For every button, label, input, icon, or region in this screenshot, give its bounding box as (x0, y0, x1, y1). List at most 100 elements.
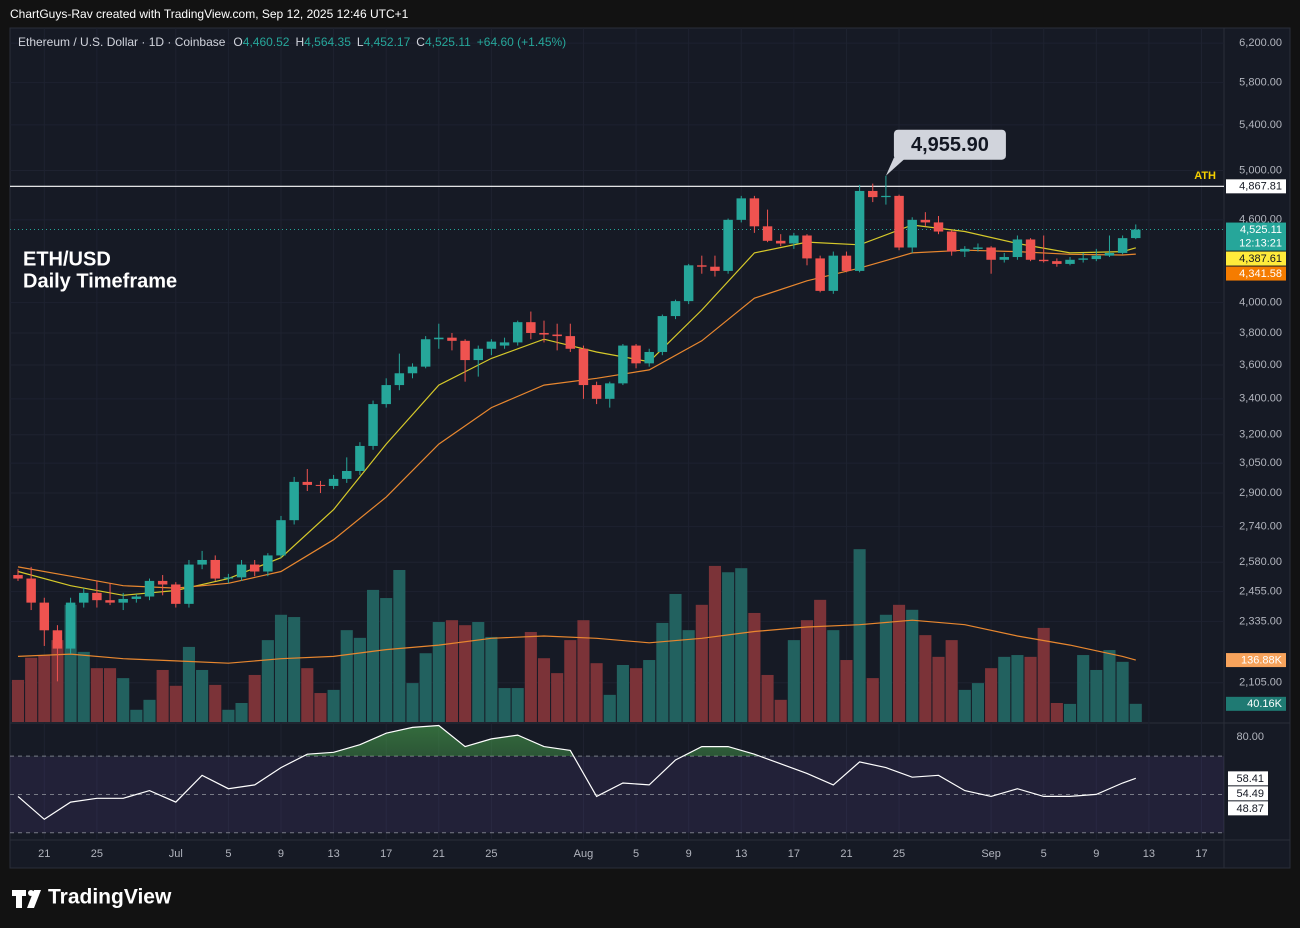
ath-label: ATH (1194, 170, 1216, 182)
volume-bar (498, 688, 511, 722)
candle-body (39, 602, 50, 631)
volume-bar (38, 655, 51, 722)
volume-bar (735, 568, 748, 722)
volume-bar (1090, 669, 1103, 722)
volume-bar (669, 593, 682, 722)
candle-body (710, 266, 720, 271)
candle-body (591, 385, 602, 399)
chart-subtitle: Daily Timeframe (23, 270, 177, 292)
y-tick-label: 5,000.00 (1239, 164, 1282, 176)
candle-body (236, 564, 247, 578)
candle-body (302, 481, 313, 485)
volume-bar (340, 630, 353, 722)
annotation-label: 4,955.90 (911, 134, 989, 156)
y-tick-label: 3,600.00 (1239, 359, 1282, 371)
x-tick-label: 5 (633, 848, 639, 860)
volume-bar (77, 651, 90, 722)
candle-body (289, 481, 299, 521)
candle-body (1025, 239, 1036, 260)
volume-bar (143, 699, 156, 722)
volume-bar (656, 622, 669, 722)
x-tick-label: 17 (1195, 848, 1207, 860)
rsi-label: 58.41 (1236, 773, 1264, 785)
volume-bar (1024, 656, 1037, 722)
y-tick-label: 4,000.00 (1239, 297, 1282, 309)
rsi-tick-label: 80.00 (1236, 731, 1264, 743)
candle-body (249, 564, 260, 572)
volume-bar (814, 599, 827, 722)
candle-body (315, 484, 326, 486)
volume-bar (853, 549, 866, 722)
y-tick-label: 2,580.00 (1239, 556, 1282, 568)
volume-bar (288, 617, 301, 722)
volume-bar (919, 635, 932, 722)
candle-body (670, 301, 681, 317)
volume-bar (564, 640, 577, 722)
y-tick-label: 2,105.00 (1239, 677, 1282, 689)
legend-key: C (416, 35, 425, 49)
candle-body (13, 575, 23, 579)
volume-bar (90, 668, 103, 722)
legend-key: L (357, 35, 364, 49)
candle-body (815, 258, 825, 291)
y-tick-label: 5,400.00 (1239, 119, 1282, 131)
legend-symbol: Ethereum / U.S. Dollar · 1D · Coinbase (18, 35, 226, 49)
price-label-box (1226, 222, 1286, 251)
candle-body (1117, 238, 1128, 253)
rsi-label: 48.87 (1236, 803, 1264, 815)
candle-body (657, 316, 668, 352)
candle-body (828, 255, 839, 291)
volume-bar (879, 614, 892, 722)
rsi-label-box (1228, 801, 1268, 816)
x-tick-label: Aug (574, 848, 594, 860)
volume-bar (25, 657, 38, 722)
volume-bar (787, 640, 800, 722)
volume-bar (1077, 655, 1090, 722)
candle-body (1052, 261, 1062, 264)
candle-body (473, 348, 483, 361)
volume-bar (998, 656, 1011, 722)
candle-body (499, 342, 510, 346)
price-label-box (1226, 179, 1286, 194)
x-tick-label: 5 (225, 848, 231, 860)
chart-panel (9, 27, 1291, 869)
candle-body (381, 385, 391, 405)
candle-body (618, 345, 628, 384)
volume-bar (380, 598, 393, 722)
candle-body (1104, 252, 1115, 256)
candle-body (631, 345, 641, 364)
x-tick-label: 21 (38, 848, 50, 860)
volume-bar (932, 656, 945, 722)
candle-body (52, 630, 63, 649)
footer-logo: TradingView (48, 886, 172, 909)
price-label-box (1226, 266, 1286, 281)
volume-bar (117, 678, 130, 722)
footer-logo-icon (12, 890, 41, 908)
y-tick-label: 3,800.00 (1239, 327, 1282, 339)
volume-bar (182, 646, 195, 722)
ema-line (17, 249, 1136, 589)
candle-body (775, 240, 786, 244)
x-tick-label: 25 (893, 848, 905, 860)
volume-bar (156, 669, 169, 722)
volume-bar (906, 609, 919, 722)
volume-bar (643, 660, 656, 722)
candle-body (973, 247, 983, 249)
price-countdown: 12:13:21 (1239, 237, 1282, 249)
volume-bar (235, 702, 248, 722)
volume-bar (314, 693, 327, 722)
candle-body (854, 190, 865, 271)
volume-bar (367, 589, 380, 722)
volume-bar (800, 620, 814, 722)
price-label: 4,387.61 (1239, 253, 1282, 265)
candle-body (736, 198, 746, 220)
candle-body (157, 580, 168, 585)
rsi-label-box (1228, 786, 1268, 801)
candle-body (1065, 259, 1075, 264)
candle-body (197, 559, 207, 565)
candle-body (1012, 239, 1023, 258)
candle-body (933, 222, 944, 232)
ema-line (17, 224, 1136, 596)
candle-body (105, 600, 115, 603)
x-tick-label: 13 (735, 848, 747, 860)
